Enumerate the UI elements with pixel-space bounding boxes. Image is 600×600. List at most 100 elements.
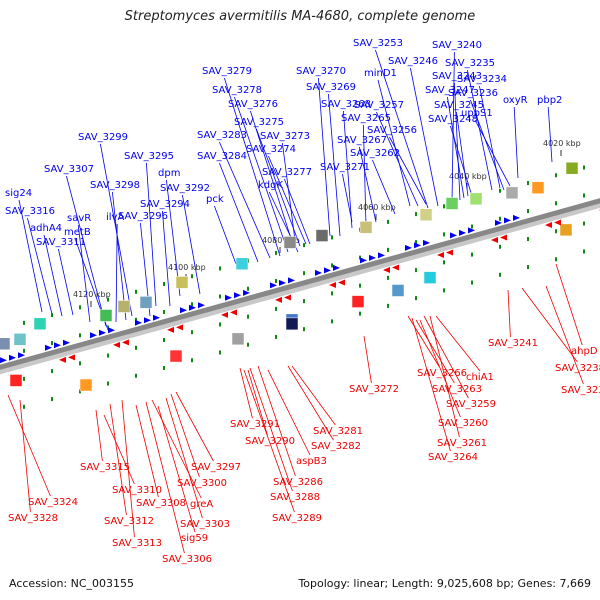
reverse-gene-label: chiA1 [466,372,494,383]
forward-gene-label: SAV_3240 [432,40,482,51]
tile-marker [583,249,585,254]
tile-marker [107,297,109,302]
reverse-gene-label: SAV_3261 [437,438,487,449]
reverse-gene-label: SAV_3288 [270,492,320,503]
reverse-label-line [291,365,336,426]
reverse-gene-label: SAV_3328 [8,513,58,524]
tile-marker [23,320,25,325]
forward-gene-label: SAV_3307 [44,164,94,175]
forward-label-line [451,51,455,203]
reverse-gene-label: sig59 [181,533,208,544]
reverse-label-line [419,319,461,418]
gene-feature-block [505,186,519,200]
tile-marker [163,282,165,287]
reverse-gene-label: SAV_3306 [162,554,212,565]
forward-gene-label: SAV_3245 [434,100,484,111]
tile-marker [583,221,585,226]
reverse-gene-arrow [275,296,282,303]
tile-marker [191,358,193,363]
reverse-gene-arrow [68,354,75,361]
tile-marker [79,333,81,338]
forward-label-line [77,224,91,323]
forward-gene-arrow [288,277,295,284]
reverse-gene-arrow [500,234,507,241]
reverse-label-line [521,287,578,363]
reverse-label-line [95,409,103,462]
reverse-gene-arrow [338,279,345,286]
tile-marker [359,283,361,288]
reverse-gene-arrow [113,341,120,348]
accession-text: Accession: NC_003155 [9,577,135,590]
forward-label-line [182,194,201,295]
forward-gene-label: ilvA [106,212,124,223]
reverse-gene-label: SAV_3282 [311,441,361,452]
forward-label-line [410,67,439,207]
forward-gene-label: SAV_3277 [262,167,312,178]
forward-gene-label: SAV_3298 [90,180,140,191]
forward-label-line [343,110,353,229]
tile-marker [219,294,221,299]
forward-gene-label: SAV_3279 [202,66,252,77]
reverse-gene-arrow [59,356,66,363]
reverse-gene-arrow [122,339,129,346]
forward-gene-arrow [504,217,511,224]
tile-marker [471,224,473,229]
forward-label-line [372,159,396,215]
forward-gene-label: SAV_3257 [354,100,404,111]
reverse-gene-label: SAV_3264 [428,452,478,463]
tile-marker [79,305,81,310]
reverse-label-line [363,335,372,384]
forward-label-line [318,77,331,237]
forward-gene-arrow [414,242,421,249]
reverse-gene-label: SAV_3238 [555,363,600,374]
forward-gene-label: SAV_3299 [78,132,128,143]
tile-marker [443,232,445,237]
forward-label-line [115,223,118,323]
reverse-label-line [423,315,469,399]
reverse-gene-arrow [167,326,174,333]
ruler-tick-label: 4120 kbp [73,290,111,299]
reverse-gene-label: SAV_3259 [446,399,496,410]
forward-gene-arrow [18,352,25,359]
gene-features [0,161,579,392]
ruler-tick-label: 4020 kbp [543,139,581,148]
tile-marker [135,373,137,378]
gene-feature-block [169,349,183,363]
forward-gene-label: adhA4 [30,223,62,234]
reverse-label-line [247,369,268,436]
forward-gene-label: SAV_3292 [160,183,210,194]
reverse-gene-arrow [221,311,228,318]
forward-gene-label: SAV_3262 [350,148,400,159]
reverse-label-line [165,397,203,519]
forward-gene-arrow [198,302,205,309]
forward-gene-arrow [468,227,475,234]
forward-label-line [66,175,107,327]
forward-gene-arrow [234,292,241,299]
tile-marker [415,296,417,301]
forward-gene-arrow [324,267,331,274]
tile-marker [527,209,529,214]
reverse-gene-label: SAV_3315 [80,462,130,473]
forward-gene-label: SAV_3283 [197,130,247,141]
tile-marker [527,181,529,186]
ruler-tick-label: 4080 kbp [262,236,300,245]
tile-marker [51,397,53,402]
forward-gene-label: oxyR [503,95,528,106]
gene-arrows [0,209,600,364]
tile-marker [527,265,529,270]
tile-marker [275,250,277,255]
tile-marker [51,313,53,318]
tile-marker [191,302,193,307]
tile-marker [443,288,445,293]
forward-label-line [219,162,259,263]
forward-gene-label: SAV_3243 [432,71,482,82]
tile-marker [471,252,473,257]
forward-gene-arrow [99,329,106,336]
tile-marker [135,289,137,294]
tile-marker [415,240,417,245]
forward-gene-label: SAV_3295 [124,151,174,162]
tile-marker [555,201,557,206]
tile-marker [23,348,25,353]
reverse-label-line [175,391,214,462]
